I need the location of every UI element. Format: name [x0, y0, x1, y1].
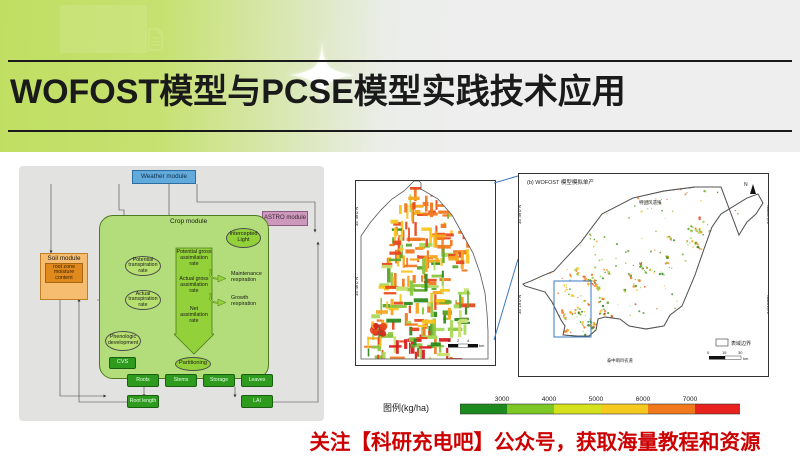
svg-text:15: 15 [722, 350, 727, 355]
svg-text:特国风遗殖: 特国风遗殖 [639, 199, 662, 206]
svg-text:表域边界: 表域边界 [731, 340, 751, 347]
svg-text:(b) WOFOST 模型模拟单产: (b) WOFOST 模型模拟单产 [527, 178, 594, 186]
svg-text:km: km [743, 356, 749, 361]
svg-text:5000: 5000 [589, 396, 604, 403]
svg-text:7000: 7000 [683, 396, 698, 403]
svg-text:0: 0 [707, 350, 710, 355]
svg-text:4000: 4000 [542, 396, 557, 403]
svg-text:6000: 6000 [636, 396, 651, 403]
svg-text:30: 30 [738, 350, 743, 355]
svg-text:3000: 3000 [495, 396, 510, 403]
svg-text:泰中哨目农道: 泰中哨目农道 [607, 357, 633, 364]
svg-text:N: N [744, 182, 748, 188]
